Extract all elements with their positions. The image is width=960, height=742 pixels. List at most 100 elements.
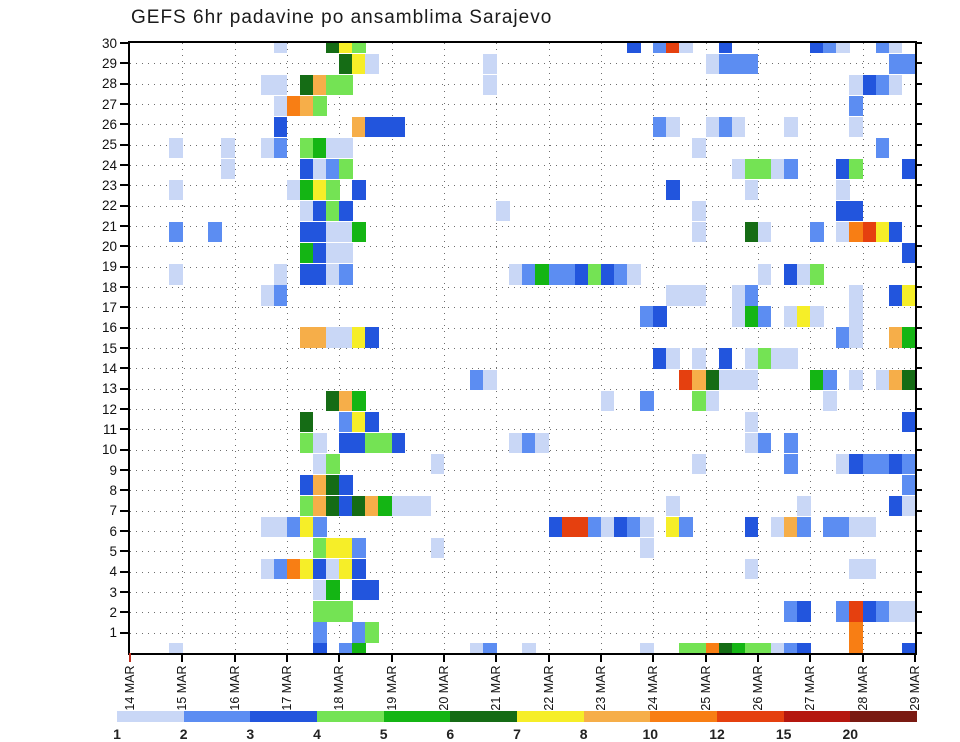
y-axis-tick: [120, 103, 129, 105]
y-axis-tick: [120, 428, 129, 431]
x-axis-tick: [861, 653, 864, 662]
y-axis-label: 20: [101, 238, 117, 254]
y-axis-tick: [120, 448, 129, 451]
heatmap-cell: [483, 74, 497, 96]
heatmap-cell: [326, 580, 340, 601]
member-gridline: [130, 490, 915, 492]
y-axis-label: 13: [101, 381, 117, 397]
heatmap-cell: [888, 53, 903, 74]
heatmap-cell: [888, 495, 903, 517]
heatmap-cell: [313, 222, 327, 243]
heatmap-cell: [339, 74, 353, 96]
y-axis-label: 3: [109, 584, 117, 600]
heatmap-cell: [313, 516, 327, 538]
y-axis-label: 5: [109, 543, 117, 559]
heatmap-cell: [653, 116, 667, 138]
y-axis-label: 14: [101, 360, 117, 376]
heatmap-cell: [862, 222, 876, 243]
member-gridline: [130, 571, 915, 573]
heatmap-cell: [326, 222, 340, 243]
heatmap-cell: [561, 516, 576, 538]
heatmap-cell: [509, 264, 523, 285]
heatmap-cell: [299, 327, 314, 348]
colorbar-value-label: 8: [579, 726, 588, 742]
member-gridline: [130, 510, 915, 512]
heatmap-cell: [640, 390, 654, 411]
heatmap-cell: [313, 180, 327, 201]
y-axis-tick: [120, 469, 129, 471]
heatmap-cell: [339, 53, 353, 74]
heatmap-cell: [653, 348, 667, 369]
heatmap-cell: [640, 306, 654, 327]
heatmap-cell: [627, 264, 641, 285]
heatmap-cell: [299, 243, 314, 264]
heatmap-cell: [299, 432, 314, 454]
y-axis-tick-right: [916, 286, 922, 288]
heatmap-cell: [836, 453, 850, 475]
heatmap-cell: [849, 516, 863, 538]
heatmap-cell: [784, 643, 798, 653]
heatmap-cell: [299, 158, 314, 180]
heatmap-cell: [313, 264, 327, 285]
heatmap-cell: [339, 158, 353, 180]
y-axis-tick-right: [916, 42, 922, 44]
heatmap-cell: [836, 201, 850, 222]
y-axis-tick: [120, 367, 129, 370]
heatmap-cell: [169, 137, 183, 159]
y-axis-label: 29: [101, 55, 117, 71]
y-axis-label: 30: [101, 35, 117, 51]
colorbar-segment: [183, 711, 251, 722]
heatmap-cell: [548, 516, 562, 538]
heatmap-cell: [299, 137, 314, 159]
heatmap-cell: [326, 201, 340, 222]
colorbar-segment: [583, 711, 651, 722]
heatmap-cell: [797, 306, 811, 327]
heatmap-cell: [339, 264, 353, 285]
x-axis-tick: [390, 653, 393, 662]
heatmap-cell: [260, 74, 275, 96]
member-gridline: [130, 327, 915, 329]
y-axis-label: 8: [109, 482, 117, 498]
colorbar-value-label: 1: [113, 726, 121, 742]
heatmap-cell: [313, 95, 327, 117]
y-axis-tick: [120, 326, 129, 329]
heatmap-cell: [784, 116, 798, 138]
heatmap-cell: [352, 411, 366, 432]
y-axis-tick: [120, 42, 129, 44]
heatmap-cell: [849, 643, 863, 653]
heatmap-cell: [417, 495, 432, 517]
member-gridline: [130, 124, 915, 126]
heatmap-cell: [339, 432, 353, 454]
colorbar-segment: [783, 711, 851, 722]
heatmap-cell: [679, 369, 693, 390]
heatmap-cell: [718, 43, 732, 53]
member-gridline: [130, 388, 915, 390]
heatmap-cell: [299, 411, 314, 432]
heatmap-plot-area: [130, 43, 915, 653]
heatmap-cell: [339, 43, 353, 53]
heatmap-cell: [744, 643, 759, 653]
heatmap-cell: [849, 559, 863, 580]
x-axis-label: 25 MAR: [698, 665, 713, 711]
heatmap-cell: [365, 495, 379, 517]
colorbar-value-label: 5: [379, 726, 388, 742]
heatmap-cell: [640, 516, 654, 538]
y-axis-label: 16: [101, 320, 117, 336]
heatmap-cell: [313, 643, 327, 653]
heatmap-cell: [483, 369, 497, 390]
heatmap-cell: [574, 264, 589, 285]
heatmap-cell: [260, 516, 275, 538]
heatmap-cell: [339, 495, 353, 517]
heatmap-cell: [705, 53, 719, 74]
y-axis-tick: [120, 387, 129, 390]
heatmap-cell: [718, 348, 732, 369]
x-axis-tick: [809, 653, 812, 662]
y-axis-tick-right: [916, 326, 922, 329]
member-gridline: [130, 307, 915, 309]
heatmap-cell: [326, 43, 340, 53]
heatmap-cell: [221, 137, 235, 159]
heatmap-cell: [810, 369, 824, 390]
heatmap-cell: [430, 538, 445, 559]
heatmap-cell: [849, 285, 863, 306]
x-axis-label: 19 MAR: [384, 665, 399, 711]
